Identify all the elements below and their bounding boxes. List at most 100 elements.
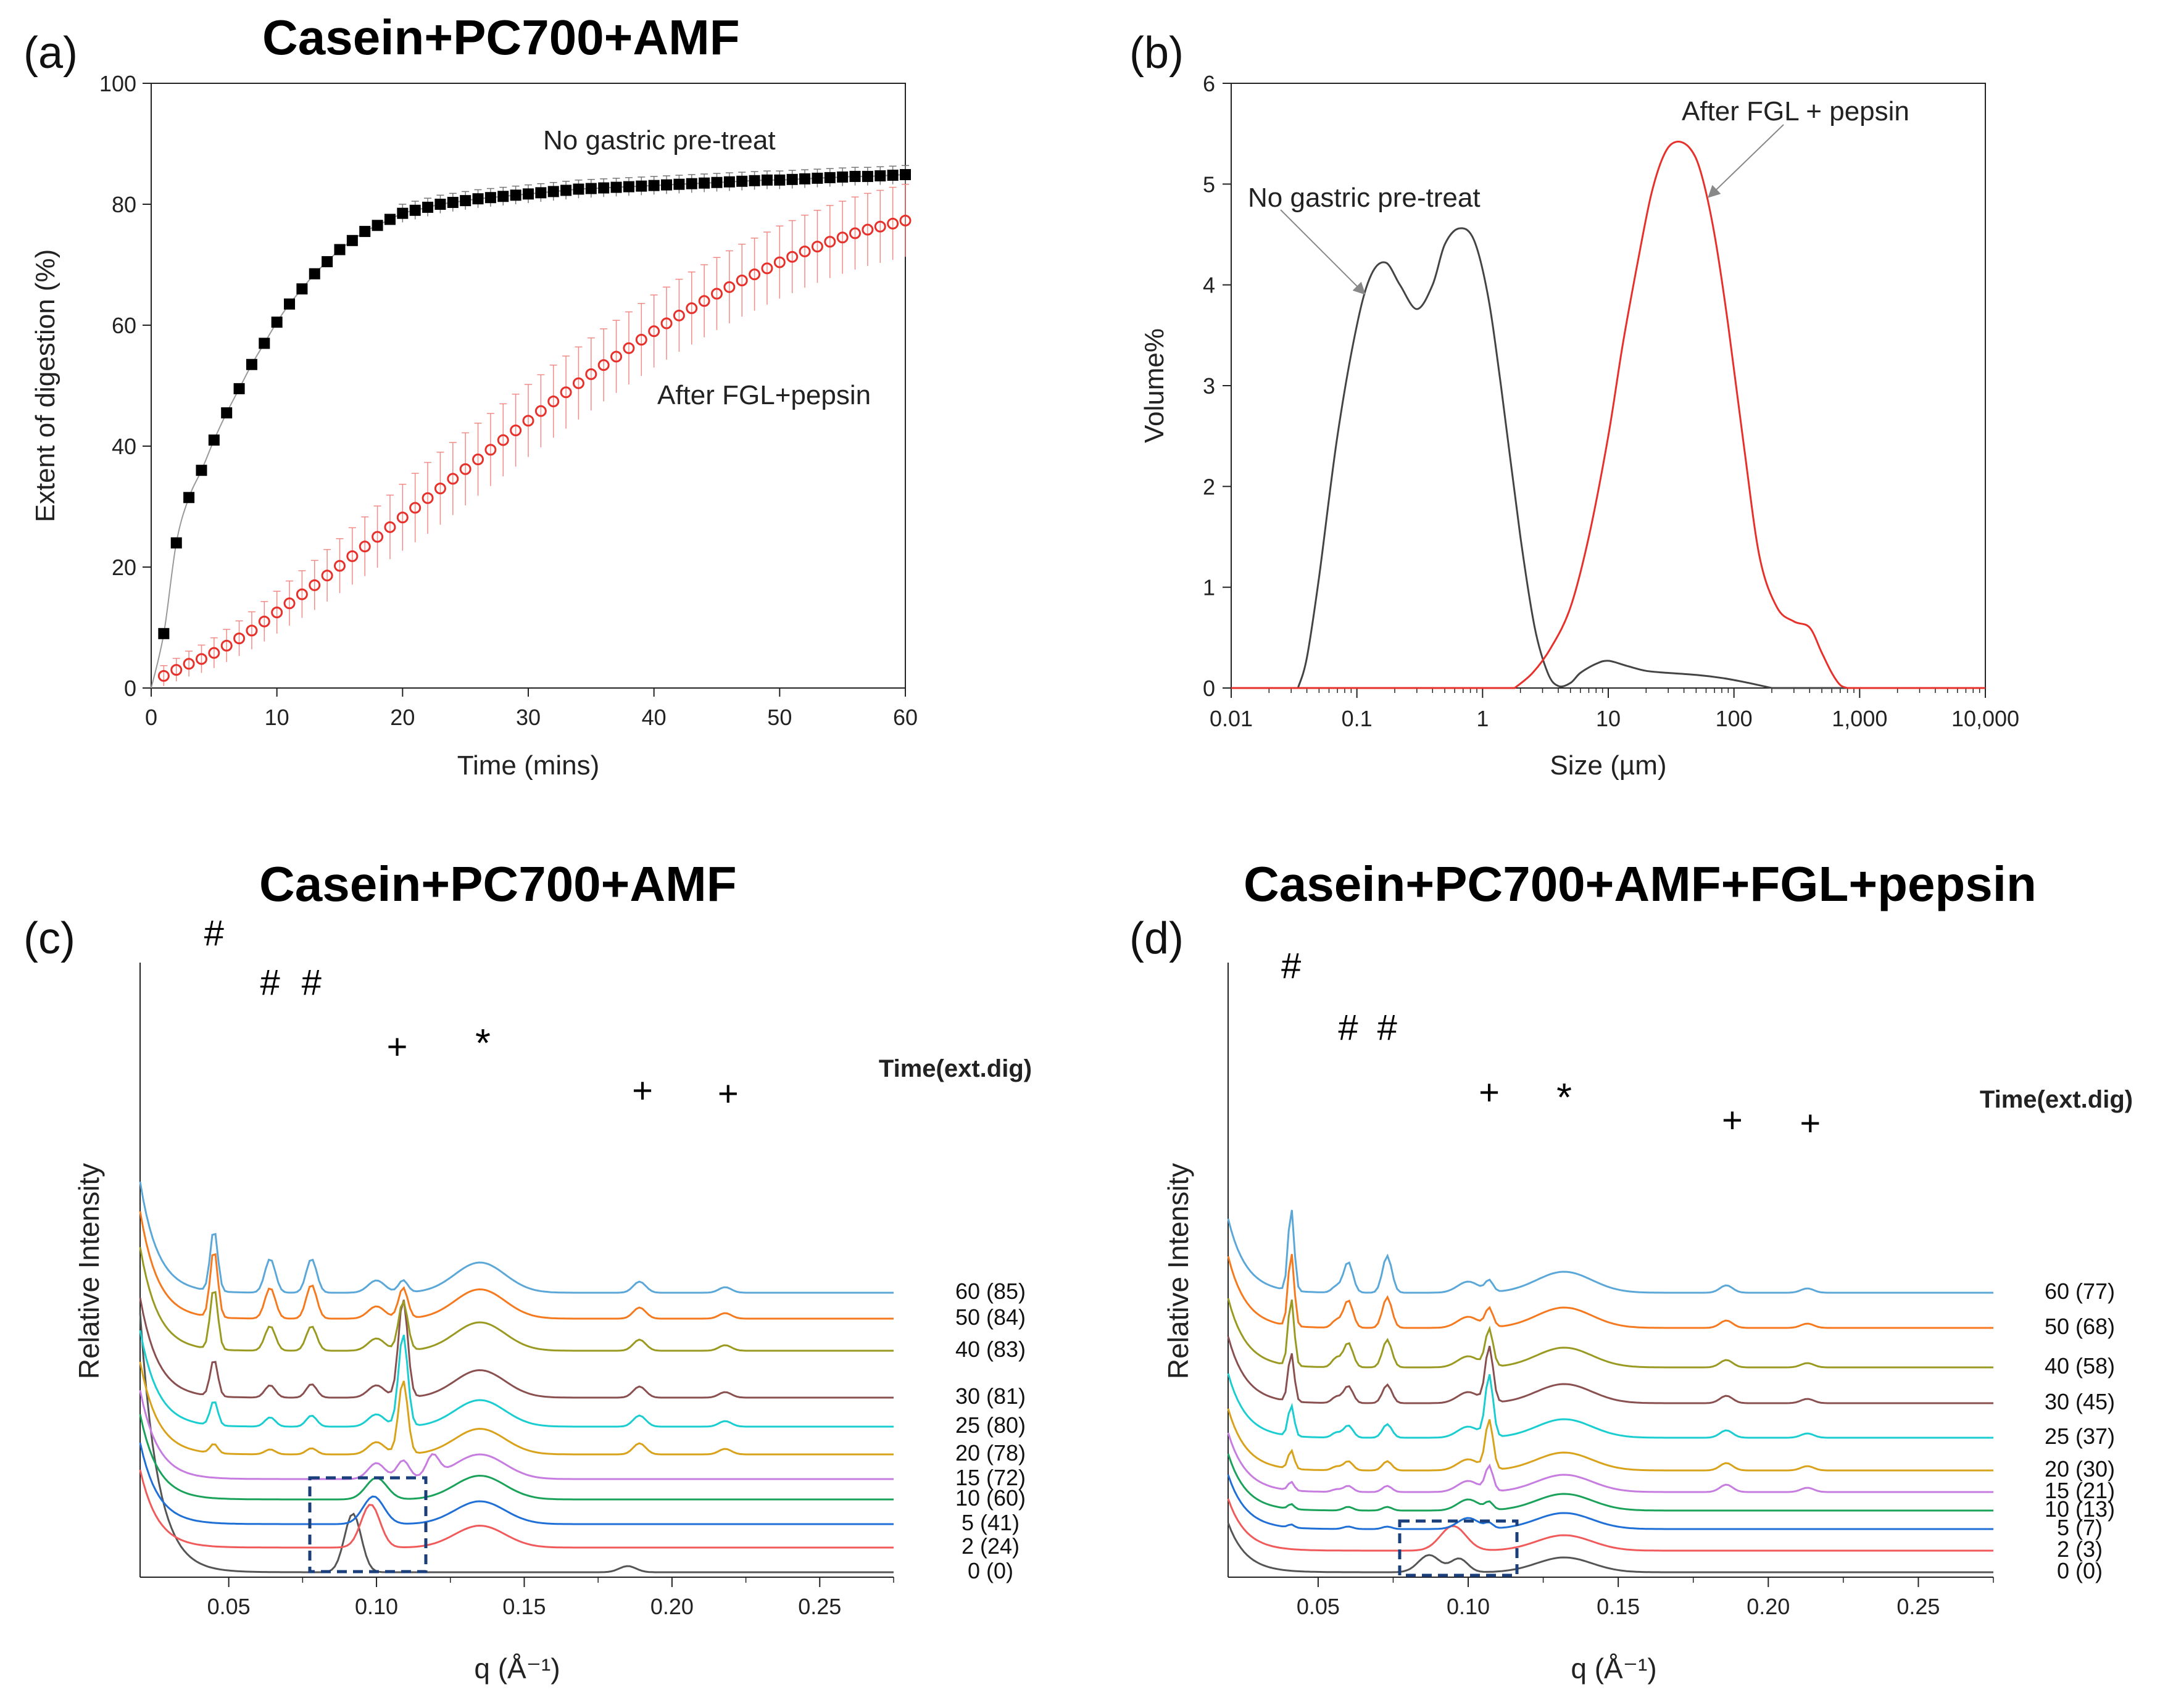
panel-d-series-label: 30 (45) bbox=[2045, 1389, 2115, 1414]
panel-a-point-after-fgl bbox=[258, 615, 270, 628]
panel-a-point-no-gastric bbox=[749, 175, 760, 186]
panel-a-point-no-gastric bbox=[372, 220, 383, 231]
panel-c-curve bbox=[139, 1297, 894, 1399]
panel-c-xtick-label: 0.20 bbox=[650, 1594, 694, 1619]
panel-a-chart: 0 10 20 30 40 50 60 0 20 40 60 80 100 Time (mins) Ex… bbox=[30, 71, 918, 781]
panel-a-point-no-gastric bbox=[208, 434, 220, 446]
panel-c-series-label: 2 (24) bbox=[962, 1533, 1020, 1559]
panel-a-point-no-gastric bbox=[623, 181, 634, 193]
panel-c-peak-marker: # bbox=[260, 963, 280, 1003]
panel-a-point-no-gastric bbox=[523, 188, 534, 200]
panel-c-peak-marker: + bbox=[718, 1074, 739, 1114]
panel-d-letter: (d) bbox=[1129, 914, 1184, 963]
panel-a-point-after-fgl bbox=[610, 350, 623, 363]
panel-a-point-no-gastric bbox=[661, 179, 673, 191]
panel-a-point-no-gastric bbox=[824, 172, 836, 183]
panel-b-xtick-label: 1,000 bbox=[1832, 706, 1887, 731]
panel-d-curve bbox=[1227, 1373, 1993, 1439]
panel-d-series-label: 0 (0) bbox=[2057, 1558, 2103, 1583]
panel-d-series-label: 15 (21) bbox=[2045, 1478, 2115, 1503]
panel-a-point-no-gastric bbox=[510, 189, 521, 201]
panel-c-xtick-label: 0.05 bbox=[207, 1594, 251, 1619]
panel-a-point-no-gastric bbox=[170, 537, 182, 549]
panel-b-xtick-label: 10 bbox=[1596, 706, 1621, 731]
panel-c-series-label: 10 (60) bbox=[955, 1485, 1026, 1511]
panel-a-letter: (a) bbox=[23, 28, 78, 78]
panel-b-ytick-label: 5 bbox=[1203, 172, 1215, 197]
panel-c-curve bbox=[139, 1442, 894, 1525]
panel-a-title: Casein+PC700+AMF bbox=[262, 10, 740, 65]
panel-d-series-label: 20 (30) bbox=[2045, 1456, 2115, 1482]
panel-a-point-no-gastric bbox=[900, 168, 911, 180]
panel-c-curve bbox=[139, 1330, 894, 1428]
panel-a-point-after-fgl bbox=[372, 531, 384, 543]
panel-a-point-after-fgl bbox=[773, 256, 786, 268]
panel-a-point-no-gastric bbox=[711, 176, 723, 188]
panel-a-point-after-fgl bbox=[585, 368, 597, 380]
panel-a-point-no-gastric bbox=[812, 172, 823, 184]
panel-d-chart: 0.05 0.10 0.15 0.20 0.25 # # # + * + + Time(ext.di… bbox=[1162, 946, 2133, 1685]
panel-c-peak-marker: * bbox=[475, 1021, 491, 1065]
panel-d-curve bbox=[1227, 1498, 1993, 1552]
panel-a-point-after-fgl bbox=[648, 325, 660, 338]
panel-c-curve bbox=[139, 1361, 894, 1456]
panel-a-point-no-gastric bbox=[397, 207, 409, 219]
panel-a-point-no-gastric bbox=[547, 186, 559, 197]
panel-d-title: Casein+PC700+AMF+FGL+pepsin bbox=[1244, 856, 2037, 911]
panel-c-curve bbox=[139, 1312, 894, 1573]
panel-b-xtick-label: 10,000 bbox=[1951, 706, 2019, 731]
panel-c-dashed-box bbox=[308, 1476, 428, 1573]
panel-d-series-label: 25 (37) bbox=[2045, 1424, 2115, 1449]
panel-b-ytick-label: 3 bbox=[1203, 373, 1215, 399]
panel-a-ytick-label: 60 bbox=[112, 313, 136, 338]
panel-a-xtick-label: 0 bbox=[145, 705, 157, 730]
panel-d-peak-marker: # bbox=[1338, 1008, 1358, 1048]
panel-c-curve bbox=[139, 1414, 894, 1501]
panel-a-point-no-gastric bbox=[862, 170, 873, 182]
panel-c-series-label: 15 (72) bbox=[955, 1465, 1026, 1490]
panel-a-point-no-gastric bbox=[573, 183, 584, 195]
panel-a-point-after-fgl bbox=[422, 492, 434, 504]
panel-b-letter: (b) bbox=[1129, 28, 1184, 78]
panel-c-chart: 0.05 0.10 0.15 0.20 0.25 # # # + * + + Time(ext.di… bbox=[73, 913, 1032, 1685]
panel-a-point-after-fgl bbox=[472, 454, 484, 466]
panel-c-curve bbox=[139, 1246, 894, 1352]
panel-a-point-after-fgl bbox=[183, 658, 195, 670]
panel-a-point-no-gastric bbox=[472, 193, 484, 205]
panel-a-point-no-gastric bbox=[158, 628, 170, 639]
panel-a-ytick-label: 80 bbox=[112, 192, 136, 217]
panel-a-point-after-fgl bbox=[447, 473, 459, 485]
panel-d-peak-marker: + bbox=[1800, 1103, 1821, 1143]
panel-d-xlabel: q (Å⁻¹) bbox=[1571, 1652, 1656, 1685]
panel-a-ytick-label: 100 bbox=[99, 71, 136, 96]
panel-c-xtick-label: 0.15 bbox=[502, 1594, 546, 1619]
panel-b-ytick-label: 2 bbox=[1203, 474, 1215, 499]
panel-a-point-no-gastric bbox=[786, 173, 798, 185]
panel-d-xtick-label: 0.05 bbox=[1297, 1594, 1340, 1619]
panel-d-ylabel: Relative Intensity bbox=[1162, 1163, 1194, 1379]
panel-a-point-after-fgl bbox=[157, 670, 170, 682]
panel-a-annotation-no-gastric: No gastric pre-treat bbox=[543, 125, 776, 155]
panel-a-point-no-gastric bbox=[699, 177, 710, 189]
panel-a-point-after-fgl bbox=[887, 217, 899, 230]
panel-a-point-after-fgl bbox=[510, 425, 522, 437]
panel-d-curve bbox=[1227, 1298, 1993, 1369]
panel-a-point-after-fgl bbox=[635, 334, 647, 346]
panel-a-point-after-fgl bbox=[283, 597, 296, 610]
panel-b-ytick-label: 6 bbox=[1203, 71, 1215, 96]
panel-b-arrow-after-fgl bbox=[1708, 124, 1784, 198]
panel-a-point-after-fgl bbox=[849, 227, 862, 239]
panel-c-curve bbox=[139, 1211, 894, 1320]
panel-d-series-label: 10 (13) bbox=[2045, 1496, 2115, 1522]
panel-a-point-after-fgl bbox=[233, 632, 246, 645]
panel-a-point-no-gastric bbox=[585, 183, 597, 194]
panel-a-point-no-gastric bbox=[384, 214, 396, 225]
panel-a-point-no-gastric bbox=[409, 204, 421, 216]
panel-b-arrow-no-gastric bbox=[1280, 209, 1366, 295]
panel-a-point-after-fgl bbox=[271, 607, 283, 618]
panel-a-point-no-gastric bbox=[887, 169, 899, 181]
panel-a-point-no-gastric bbox=[284, 298, 296, 310]
panel-a-point-no-gastric bbox=[736, 175, 748, 187]
panel-b-xlabel: Size (µm) bbox=[1550, 750, 1666, 781]
